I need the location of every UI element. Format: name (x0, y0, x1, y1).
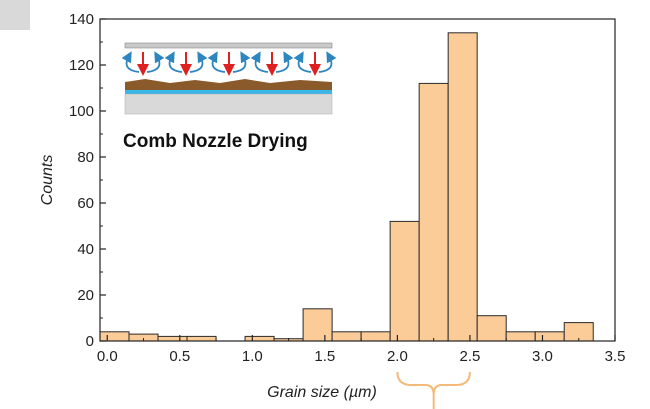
range-brace (396, 371, 471, 409)
histogram-bar (302, 308, 333, 342)
film-layer (125, 79, 332, 90)
y-tick-label: 80 (77, 149, 94, 166)
y-tick-label: 40 (77, 241, 94, 258)
inset-title: Comb Nozzle Drying (123, 131, 308, 152)
airflow-curve-left (293, 51, 312, 73)
x-tick-label: 3.0 (532, 348, 553, 365)
airflow-curve-left (250, 51, 269, 73)
y-axis-title: Counts (39, 155, 56, 206)
x-axis-ticks: 0.0 0.5 1.0 1.5 2.0 2.5 3.0 3.5 (97, 335, 626, 365)
y-tick-label: 0 (86, 333, 94, 350)
airflow-curve-left (207, 51, 226, 73)
histogram-bar (157, 335, 188, 342)
airflow-curve-right (146, 51, 165, 73)
histogram-bars (99, 32, 594, 342)
y-tick-label: 60 (77, 195, 94, 212)
histogram-bar (331, 331, 362, 342)
histogram-bar (418, 82, 449, 342)
airflow-curve-right (232, 51, 251, 73)
y-tick-label: 120 (69, 57, 94, 74)
histogram-bar (447, 32, 478, 342)
y-tick-label: 140 (69, 11, 94, 28)
histogram-bar (186, 335, 217, 342)
x-tick-label: 0.5 (169, 348, 190, 365)
x-tick-label: 0.0 (97, 348, 118, 365)
histogram-bar (360, 331, 391, 342)
airflow-curve-right (189, 51, 208, 73)
plot-frame (99, 18, 616, 342)
histogram-bar (505, 331, 536, 342)
x-tick-label: 3.5 (605, 348, 626, 365)
x-tick-label: 2.0 (387, 348, 408, 365)
airflow-curve-left (121, 51, 140, 73)
inset-schematic: Comb Nozzle Drying (121, 42, 337, 152)
corner-patch (0, 0, 30, 30)
x-tick-label: 1.5 (314, 348, 335, 365)
airflow-curve-right (275, 51, 294, 73)
histogram-bar (534, 331, 565, 342)
histogram-bar (99, 331, 130, 342)
x-tick-label: 2.5 (459, 348, 480, 365)
y-axis-ticks: 0 20 40 60 80 100 120 140 (69, 11, 106, 350)
histogram-bar (389, 220, 420, 342)
airflow-curve-left (164, 51, 183, 73)
airflow-arrows (121, 51, 337, 76)
nozzle-bar (124, 42, 333, 49)
x-axis-title: Grain size (µm) (267, 384, 377, 401)
substrate-layer (124, 93, 333, 115)
x-tick-label: 1.0 (242, 348, 263, 365)
y-tick-label: 100 (69, 103, 94, 120)
histogram-bar (476, 315, 507, 342)
airflow-curve-right (318, 51, 337, 73)
histogram-bar (244, 335, 275, 342)
y-tick-label: 20 (77, 287, 94, 304)
interlayer (125, 90, 332, 94)
